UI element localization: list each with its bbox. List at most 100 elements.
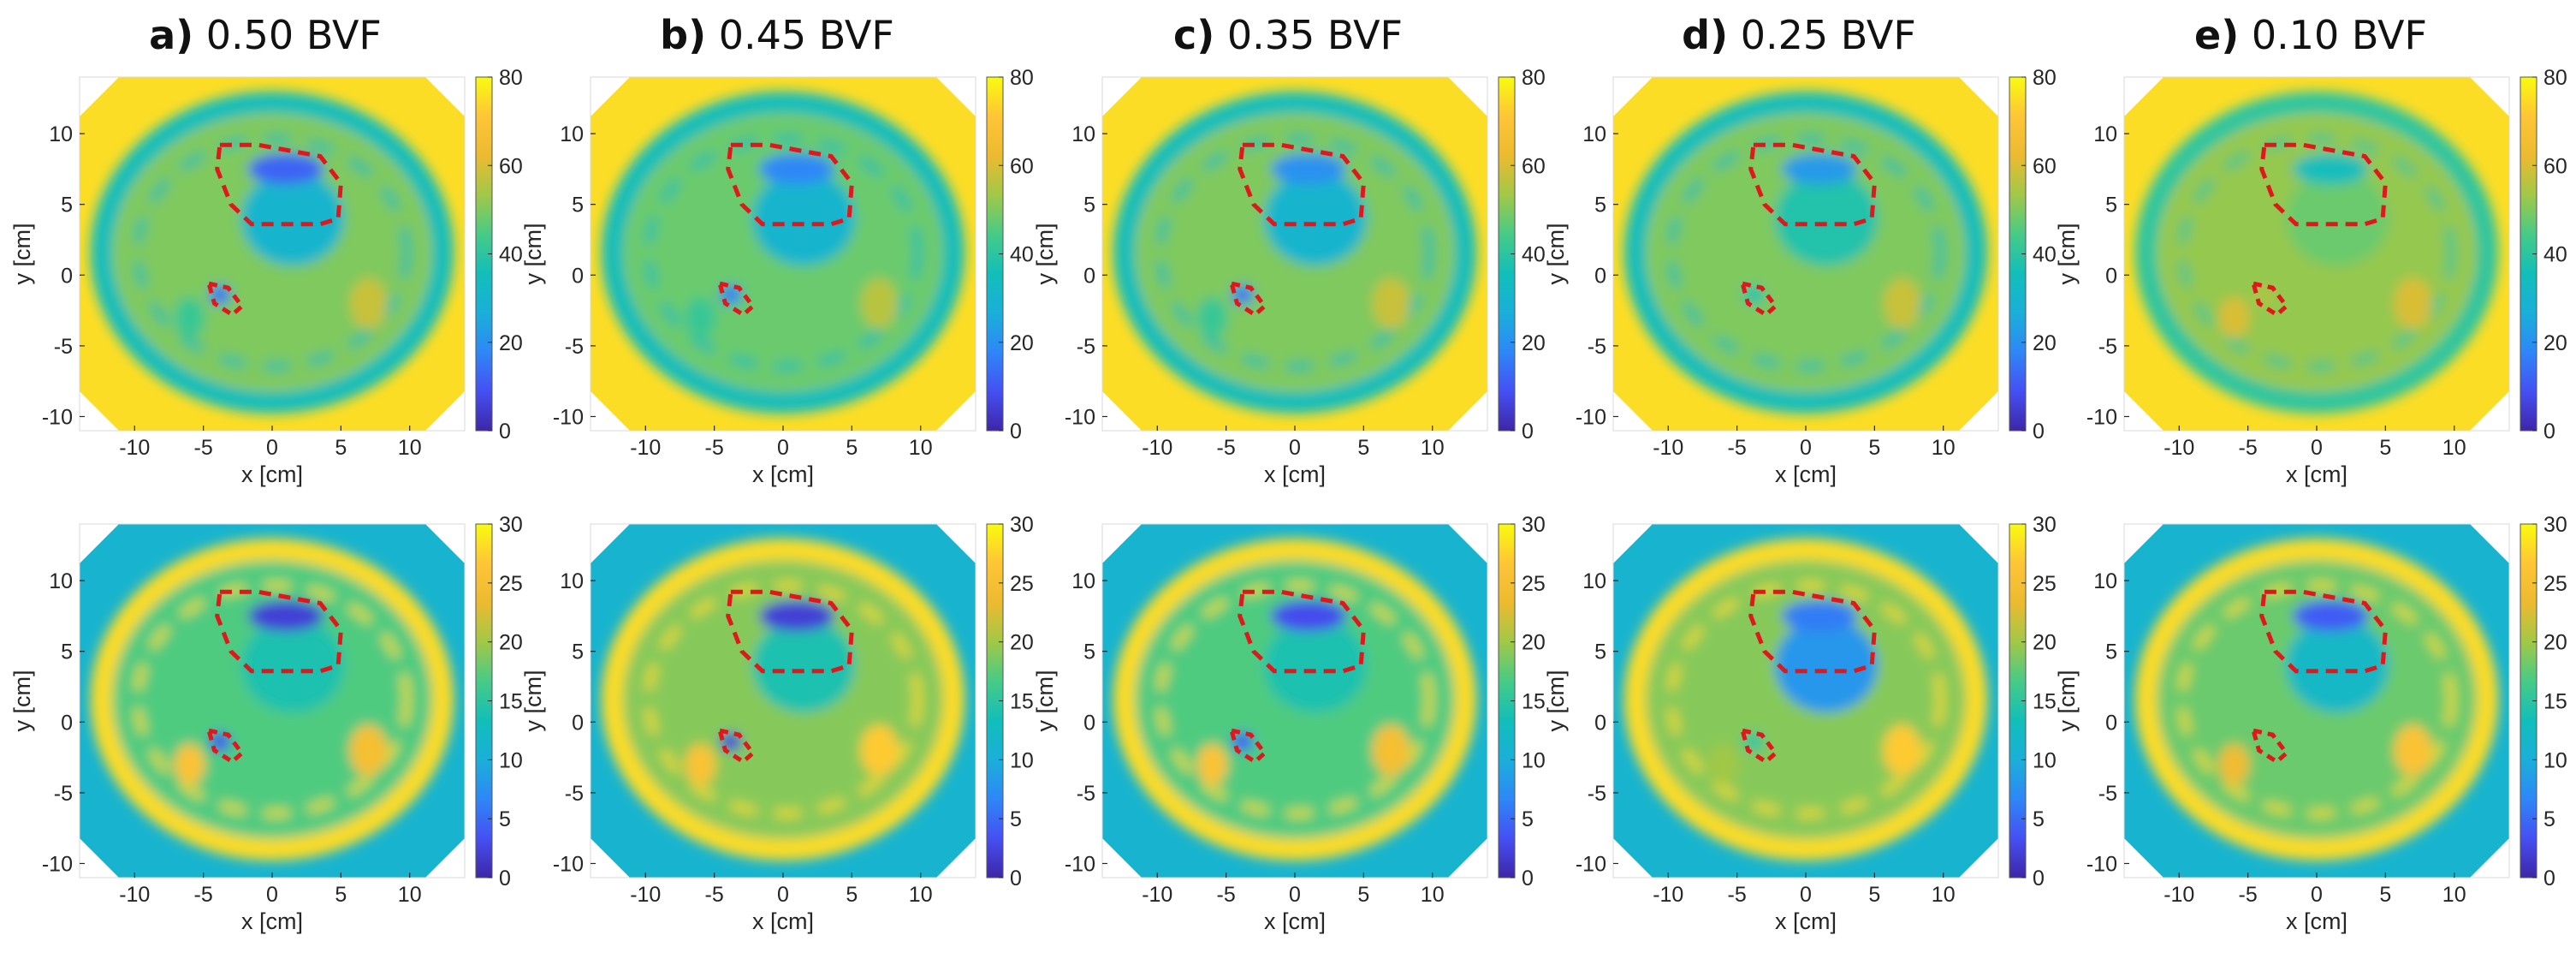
roi1-value — [248, 600, 324, 632]
roi-1-outline — [1748, 142, 1877, 227]
colorbar-tick-label: 0 — [1522, 420, 1534, 444]
colorbar-tick-label: 40 — [1522, 243, 1546, 267]
roi-1-outline — [726, 589, 854, 674]
colorbar-tick-label: 0 — [2033, 867, 2045, 890]
x-tick-label: -10 — [119, 436, 150, 460]
colorbar-tick-label: 10 — [2543, 748, 2567, 772]
x-tick-label: -5 — [194, 883, 213, 907]
roi-1-outline — [1748, 589, 1877, 674]
x-axis-label: x [cm] — [2286, 462, 2347, 487]
colorbar-tick-label: 60 — [2033, 154, 2057, 178]
roi-2-outline — [1228, 280, 1268, 318]
panel-top-1: -10 -5 0 5 10 10 5 0 -5 -10 x [cm] y [cm] 80 60 40 20 0 — [9, 66, 523, 487]
x-tick-label: -5 — [194, 436, 213, 460]
map-ring — [2134, 538, 2499, 861]
map-central-region — [1775, 618, 1879, 713]
x-tick-label: 5 — [1357, 883, 1369, 907]
y-tick-label: 0 — [1594, 264, 1606, 288]
y-tick-label: -5 — [565, 782, 584, 806]
map-field — [90, 538, 454, 861]
colorbar-tick-label: 5 — [1522, 807, 1534, 831]
panel-title-b: b) 0.45 BVF — [660, 12, 894, 58]
x-axis-label: x [cm] — [241, 462, 303, 487]
panel-bottom-3: -10 -5 0 5 10 10 5 0 -5 -10 x [cm] y [cm] 30 25 20 15 10… — [1032, 513, 1546, 934]
x-tick-label: 10 — [2442, 436, 2466, 460]
map-patch — [174, 743, 205, 785]
y-tick-label: 5 — [1594, 194, 1606, 217]
colorbar-tick-label: 20 — [1522, 631, 1546, 655]
roi1-value — [1271, 600, 1347, 632]
colorbar-tick-label: 10 — [1522, 748, 1546, 772]
y-tick-label: 0 — [572, 711, 584, 735]
heatmap-panels: -10 -5 0 5 10 10 5 0 -5 -10 x [cm] y [cm] 80 60 40 20 0 -… — [9, 66, 2567, 934]
roi-2-outline — [1228, 727, 1268, 765]
roi1-value — [1782, 153, 1858, 185]
colorbar-tick-label: 10 — [2033, 748, 2057, 772]
x-axis-label: x [cm] — [752, 462, 814, 487]
y-tick-label: -5 — [1588, 335, 1606, 359]
colorbar-tick-label: 80 — [2543, 66, 2567, 90]
panel-bottom-4: -10 -5 0 5 10 10 5 0 -5 -10 x [cm] y [cm] 30 25 20 15 10… — [1543, 513, 2057, 934]
colorbar-tick-label: 60 — [2543, 154, 2567, 178]
roi1-value — [2293, 153, 2369, 185]
y-tick-label: 0 — [1083, 264, 1095, 288]
y-tick-label: -10 — [1576, 405, 1606, 429]
map-patch — [2218, 296, 2250, 338]
colorbar-tick-label: 5 — [499, 807, 511, 831]
colorbar-tick-label: 25 — [2033, 572, 2057, 596]
y-tick-label: -10 — [42, 405, 73, 429]
map-patch — [1372, 277, 1410, 330]
roi-2-outline — [716, 280, 757, 318]
x-tick-label: 5 — [1357, 436, 1369, 460]
colorbar-tick-label: 0 — [2543, 420, 2555, 444]
y-axis-label: y [cm] — [9, 670, 35, 732]
y-tick-label: 10 — [2093, 122, 2117, 146]
colorbar-tick-label: 40 — [1010, 243, 1034, 267]
map-central-region — [2286, 618, 2389, 713]
roi1-value — [759, 153, 835, 185]
x-tick-label: 10 — [398, 883, 422, 907]
map-patch — [1196, 743, 1228, 785]
colorbar-tick-label: 15 — [2543, 690, 2567, 714]
colorbar-tick-label: 60 — [1522, 154, 1546, 178]
map-patch — [1883, 277, 1921, 330]
colorbar-tick-label: 80 — [1522, 66, 1546, 90]
roi-2-outline — [716, 727, 757, 765]
map-central-region — [752, 171, 856, 266]
x-tick-label: 0 — [1289, 436, 1301, 460]
x-tick-label: 0 — [1800, 436, 1812, 460]
colorbar-tick-label: 20 — [2033, 631, 2057, 655]
map-patch — [685, 296, 716, 338]
colorbar-tick-label: 5 — [2033, 807, 2045, 831]
map-patch — [1883, 724, 1921, 777]
map-central-region — [752, 618, 856, 713]
colorbar-tick-label: 15 — [2033, 690, 2057, 714]
colorbar-tick-label: 60 — [499, 154, 523, 178]
x-tick-label: -5 — [705, 436, 724, 460]
roi-2-outline — [205, 280, 246, 318]
y-tick-label: 5 — [1594, 640, 1606, 664]
x-tick-label: 5 — [1868, 883, 1880, 907]
panel-title-d: d) 0.25 BVF — [1682, 12, 1916, 58]
y-axis-label: y [cm] — [520, 223, 546, 285]
x-tick-label: 10 — [1932, 436, 1956, 460]
x-tick-label: 10 — [1421, 436, 1445, 460]
map-field — [2134, 91, 2499, 414]
colorbar-tick-label: 0 — [1522, 867, 1534, 890]
y-tick-label: -5 — [2098, 782, 2117, 806]
y-tick-label: -10 — [2086, 405, 2117, 429]
colorbar-tick-label: 5 — [2543, 807, 2555, 831]
y-tick-label: 5 — [1083, 194, 1095, 217]
map-patch — [1707, 743, 1739, 785]
x-tick-label: 0 — [1800, 883, 1812, 907]
colorbar-tick-label: 80 — [1010, 66, 1034, 90]
map-inner-ring — [1666, 581, 1945, 818]
map-inner-ring — [1155, 134, 1434, 371]
x-tick-label: -10 — [1653, 883, 1683, 907]
map-field — [1113, 91, 1477, 414]
roi1-value — [1271, 153, 1347, 185]
colorbar-tick-label: 0 — [1010, 420, 1022, 444]
x-axis-label: x [cm] — [2286, 908, 2347, 934]
x-tick-label: 5 — [2379, 883, 2391, 907]
